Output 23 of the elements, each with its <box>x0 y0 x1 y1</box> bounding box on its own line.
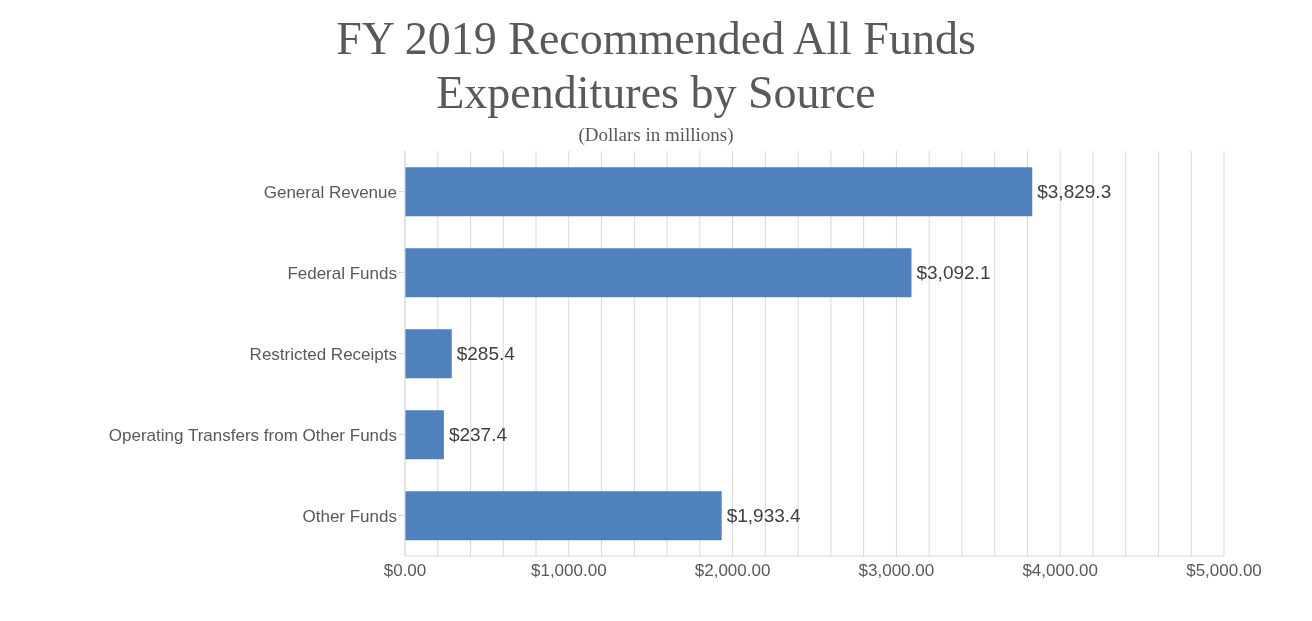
data-label: $285.4 <box>456 343 516 365</box>
bar <box>405 491 722 541</box>
chart-title: FY 2019 Recommended All Funds Expenditures by Source <box>335 12 977 120</box>
x-tick-label: $0.00 <box>383 561 427 581</box>
x-tick-label: $5,000.00 <box>1186 561 1262 581</box>
data-label: $237.4 <box>448 424 508 446</box>
bar <box>405 410 444 460</box>
x-tick-label: $4,000.00 <box>1022 561 1099 581</box>
data-label: $3,092.1 <box>916 262 991 284</box>
x-tick-label: $3,000.00 <box>858 561 935 581</box>
bar <box>405 329 452 379</box>
chart-subtitle: (Dollars in millions) <box>577 124 735 146</box>
bar <box>405 167 1033 217</box>
y-tick-label: General Revenue <box>263 182 397 202</box>
y-tick-label: Federal Funds <box>287 263 397 283</box>
x-tick-label: $2,000.00 <box>694 561 771 581</box>
y-tick-label: Other Funds <box>302 506 397 526</box>
data-label: $3,829.3 <box>1037 181 1112 203</box>
bar <box>405 248 912 298</box>
x-tick-label: $1,000.00 <box>530 561 607 581</box>
y-tick-label: Restricted Receipts <box>249 344 397 364</box>
data-label: $1,933.4 <box>726 505 802 527</box>
y-tick-label: Operating Transfers from Other Funds <box>108 425 397 445</box>
